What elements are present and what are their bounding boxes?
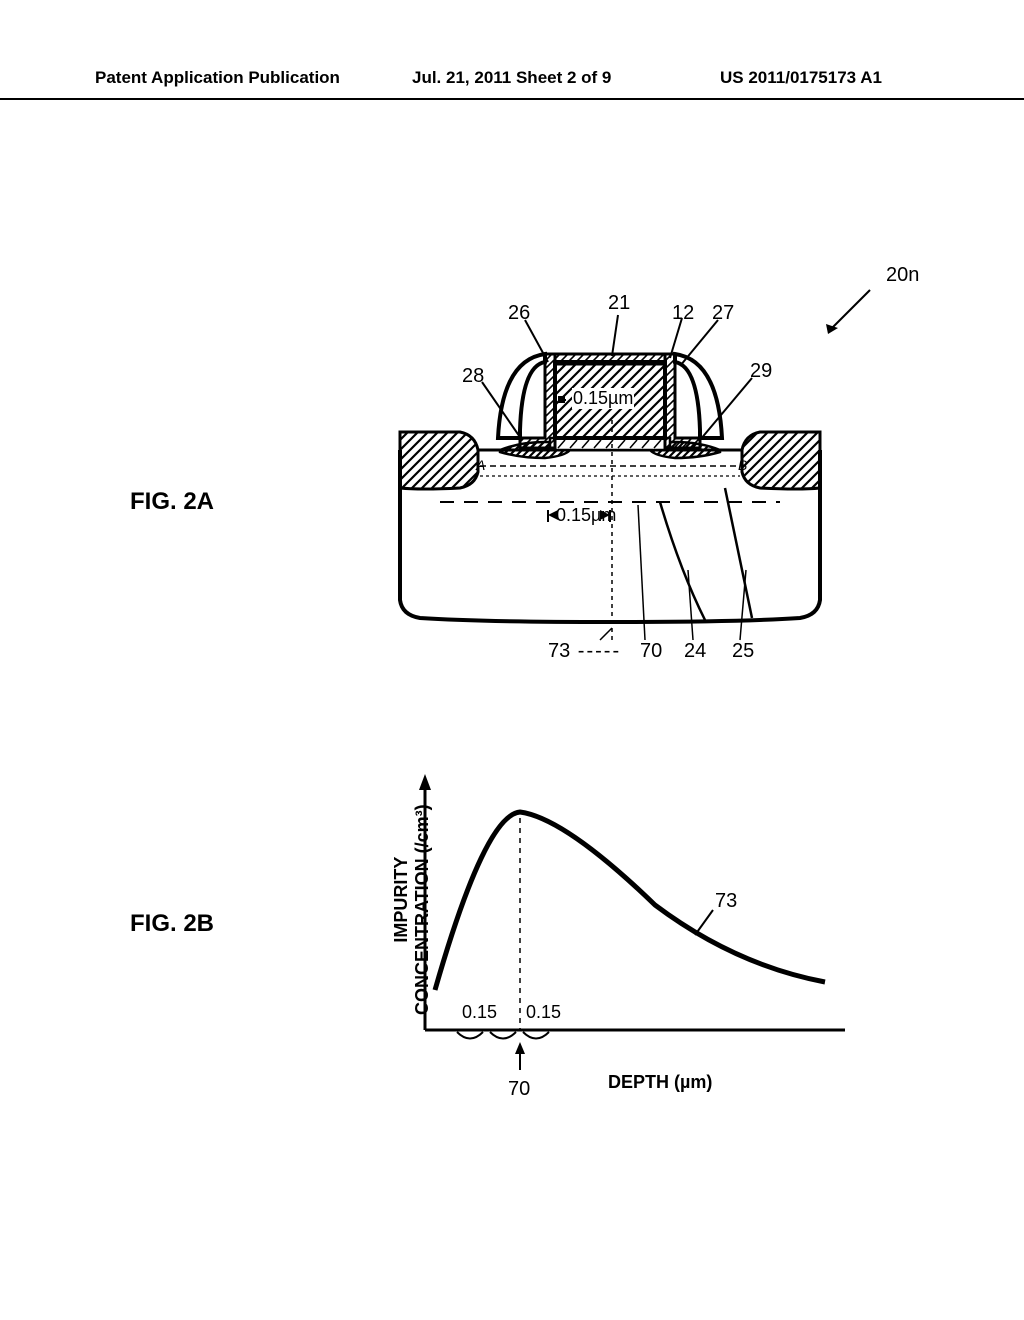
- header-left: Patent Application Publication: [95, 68, 340, 88]
- ref-29: 29: [750, 360, 772, 383]
- ref-73a: 73 -----: [548, 640, 621, 663]
- tick-015-b: 0.15: [526, 1002, 561, 1023]
- y-axis-label: IMPURITYCONCENTRATION (/cm³): [370, 804, 454, 1015]
- ref-21: 21: [608, 292, 630, 315]
- ref-25: 25: [732, 640, 754, 663]
- svg-text:A: A: [475, 457, 485, 473]
- page: Patent Application Publication Jul. 21, …: [0, 0, 1024, 1320]
- ref-28: 28: [462, 365, 484, 388]
- ref-12: 12: [672, 302, 694, 325]
- ref-26: 26: [508, 302, 530, 325]
- header-right: US 2011/0175173 A1: [720, 68, 882, 88]
- dim-top: 0.15µm: [572, 388, 634, 409]
- ref-73b: 73: [715, 890, 737, 913]
- fig-2a-label: FIG. 2A: [130, 488, 214, 516]
- ref-24: 24: [684, 640, 706, 663]
- ref-20n: 20n: [886, 264, 919, 287]
- tick-015-a: 0.15: [462, 1002, 497, 1023]
- ref-70b: 70: [508, 1078, 530, 1101]
- header-middle: Jul. 21, 2011 Sheet 2 of 9: [412, 68, 611, 88]
- fig-2a-drawing: A B: [380, 270, 940, 670]
- dim-bottom: 0.15µm: [556, 505, 616, 526]
- ref-27: 27: [712, 302, 734, 325]
- fig-2b-label: FIG. 2B: [130, 910, 214, 938]
- page-header: Patent Application Publication Jul. 21, …: [0, 68, 1024, 100]
- ref-70a: 70: [640, 640, 662, 663]
- x-axis-label: DEPTH (µm): [608, 1072, 712, 1093]
- fig-2b-chart: [395, 770, 865, 1090]
- svg-text:B: B: [738, 457, 747, 473]
